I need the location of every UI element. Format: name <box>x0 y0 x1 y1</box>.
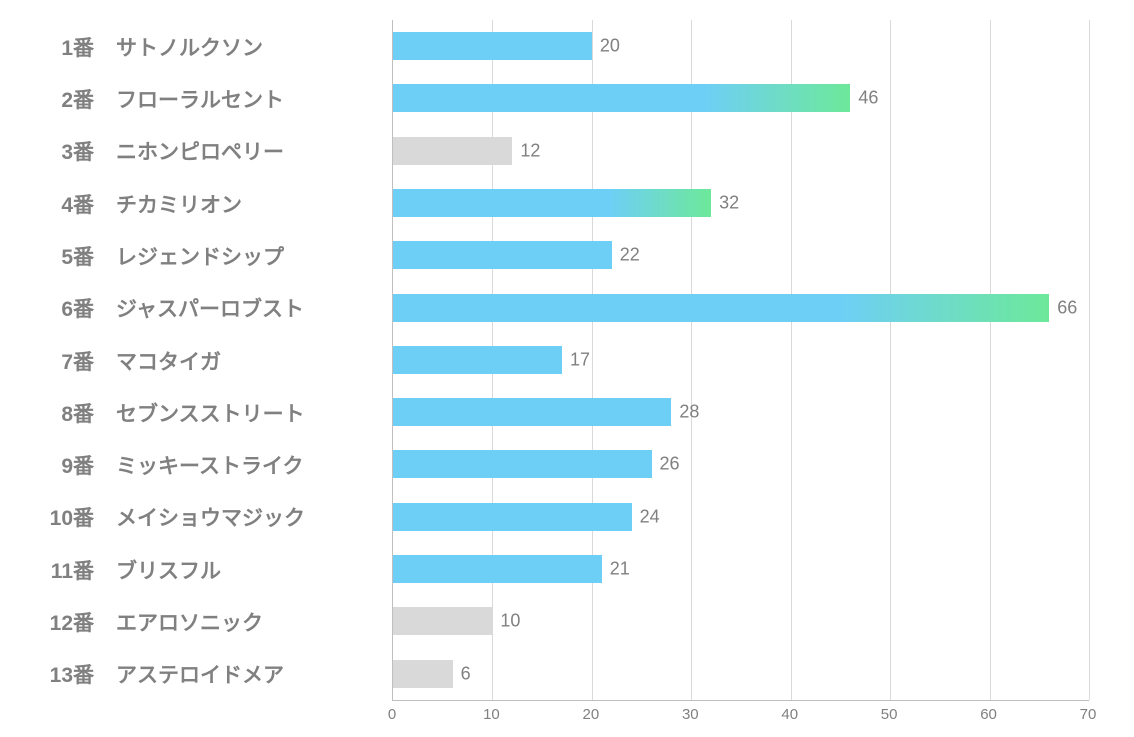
bar-value-label: 28 <box>671 402 699 423</box>
entry-name: マコタイガ <box>116 346 221 376</box>
bar-row: 24 <box>393 503 632 531</box>
bar-row: 46 <box>393 84 850 112</box>
bar <box>393 241 612 269</box>
entry-name: レジェンドシップ <box>116 241 284 271</box>
bar-value-label: 17 <box>562 349 590 370</box>
bar-value-label: 10 <box>492 611 520 632</box>
bar-value-label: 46 <box>850 88 878 109</box>
bar <box>393 398 671 426</box>
y-label: 12番エアロソニック <box>36 607 263 637</box>
y-label: 11番ブリスフル <box>36 555 221 585</box>
entry-number: 3番 <box>36 136 94 166</box>
bar-row: 21 <box>393 555 602 583</box>
bar-row: 20 <box>393 32 592 60</box>
y-label: 1番サトノルクソン <box>36 32 263 62</box>
gridline <box>1089 20 1090 700</box>
bar <box>393 32 592 60</box>
gridline <box>691 20 692 700</box>
bar <box>393 660 453 688</box>
bar <box>393 189 711 217</box>
entry-number: 4番 <box>36 189 94 219</box>
bar-row: 17 <box>393 346 562 374</box>
bar-value-label: 12 <box>512 140 540 161</box>
x-tick: 30 <box>682 706 699 723</box>
bar-value-label: 6 <box>453 663 471 684</box>
x-tick: 40 <box>781 706 798 723</box>
entry-name: サトノルクソン <box>116 32 263 62</box>
entry-name: ブリスフル <box>116 555 221 585</box>
entry-name: フローラルセント <box>116 84 284 114</box>
x-tick: 10 <box>483 706 500 723</box>
gridline <box>791 20 792 700</box>
x-tick: 20 <box>583 706 600 723</box>
entry-number: 9番 <box>36 450 94 480</box>
x-tick: 0 <box>388 706 396 723</box>
entry-number: 12番 <box>36 607 94 637</box>
bar <box>393 137 512 165</box>
bar <box>393 555 602 583</box>
y-label: 6番ジャスパーロブスト <box>36 293 304 323</box>
bar-row: 10 <box>393 607 492 635</box>
entry-name: アステロイドメア <box>116 659 284 689</box>
y-label: 4番チカミリオン <box>36 189 242 219</box>
bar <box>393 503 632 531</box>
x-tick: 50 <box>881 706 898 723</box>
y-label: 9番ミッキーストライク <box>36 450 304 480</box>
bar-value-label: 24 <box>632 506 660 527</box>
entry-name: セブンスストリート <box>116 398 305 428</box>
y-label: 8番セブンスストリート <box>36 398 305 428</box>
horse-bar-chart: 20 46 12 32 22 66 17 28 26 24 21 10 6 1番サトノルクソン 2番フロー… <box>0 0 1134 737</box>
y-label: 10番メイショウマジック <box>36 502 305 532</box>
x-tick: 60 <box>980 706 997 723</box>
entry-number: 8番 <box>36 398 94 428</box>
entry-number: 5番 <box>36 241 94 271</box>
entry-name: ニホンピロペリー <box>116 136 284 166</box>
y-label: 7番マコタイガ <box>36 346 221 376</box>
bar-value-label: 66 <box>1049 297 1077 318</box>
entry-number: 10番 <box>36 502 94 532</box>
entry-name: エアロソニック <box>116 607 263 637</box>
gridline <box>592 20 593 700</box>
x-tick: 70 <box>1080 706 1097 723</box>
bar-row: 66 <box>393 294 1049 322</box>
entry-number: 6番 <box>36 293 94 323</box>
y-label: 13番アステロイドメア <box>36 659 284 689</box>
entry-number: 2番 <box>36 84 94 114</box>
bar-value-label: 21 <box>602 559 630 580</box>
entry-name: ジャスパーロブスト <box>116 293 304 323</box>
bar-row: 26 <box>393 450 652 478</box>
bar-row: 12 <box>393 137 512 165</box>
bar-row: 32 <box>393 189 711 217</box>
bar <box>393 450 652 478</box>
entry-number: 1番 <box>36 32 94 62</box>
entry-number: 11番 <box>36 555 94 585</box>
gridline <box>890 20 891 700</box>
bar-value-label: 22 <box>612 245 640 266</box>
bar-row: 28 <box>393 398 671 426</box>
bar-value-label: 26 <box>652 454 680 475</box>
bar-row: 6 <box>393 660 453 688</box>
bar <box>393 607 492 635</box>
y-label: 2番フローラルセント <box>36 84 284 114</box>
y-label: 5番レジェンドシップ <box>36 241 284 271</box>
bar <box>393 346 562 374</box>
entry-number: 7番 <box>36 346 94 376</box>
entry-name: メイショウマジック <box>116 502 305 532</box>
bar-row: 22 <box>393 241 612 269</box>
bar-value-label: 32 <box>711 192 739 213</box>
plot-area: 20 46 12 32 22 66 17 28 26 24 21 10 6 <box>392 20 1089 701</box>
entry-name: チカミリオン <box>116 189 242 219</box>
bar <box>393 84 850 112</box>
entry-number: 13番 <box>36 659 94 689</box>
bar <box>393 294 1049 322</box>
bar-value-label: 20 <box>592 36 620 57</box>
y-label: 3番ニホンピロペリー <box>36 136 284 166</box>
gridline <box>990 20 991 700</box>
entry-name: ミッキーストライク <box>116 450 304 480</box>
